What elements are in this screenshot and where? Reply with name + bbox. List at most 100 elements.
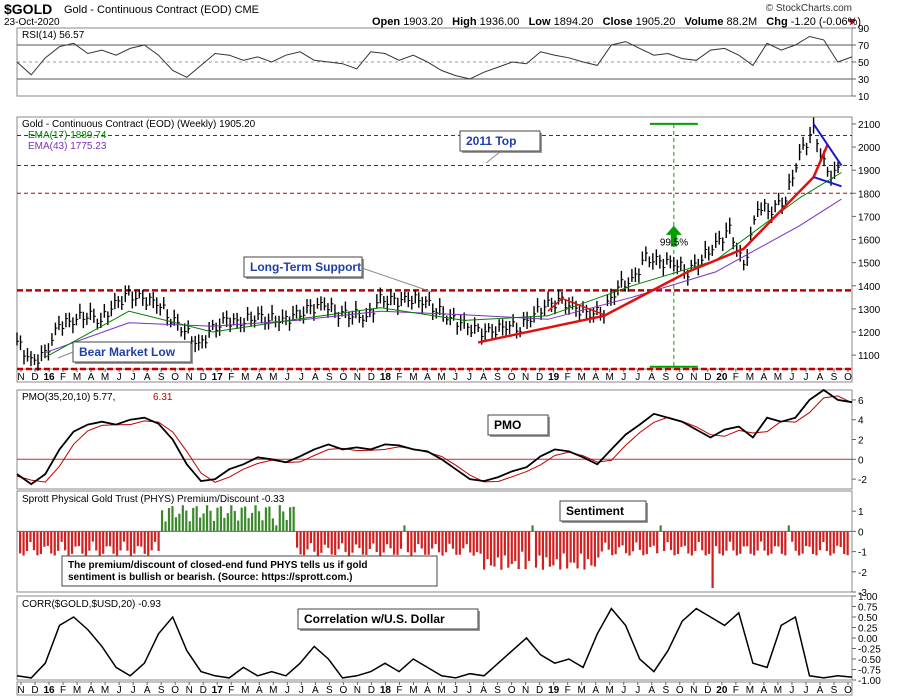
premium-bar [763, 531, 766, 551]
premium-bar [354, 531, 358, 545]
premium-bar [548, 531, 551, 567]
price-tick-label: 1200 [858, 328, 881, 339]
premium-bar [843, 531, 846, 555]
callout-pointer [361, 267, 433, 293]
premium-bar [119, 531, 122, 551]
premium-bar [427, 531, 430, 555]
premium-bar [521, 531, 524, 552]
x-axis-label: F [60, 685, 66, 696]
corr-tick-label: 0.00 [858, 634, 878, 645]
premium-bar [496, 531, 500, 558]
premium-bar [337, 531, 340, 550]
premium-bar [541, 531, 545, 570]
premium-bar [448, 531, 451, 544]
premium-bar [628, 531, 631, 556]
premium-bar [721, 531, 725, 556]
premium-bar [413, 531, 416, 553]
x-axis-label: A [648, 372, 655, 383]
premium-bar [212, 520, 216, 532]
phys-note-line-2: sentiment is bullish or bearish. (Source… [68, 572, 352, 583]
premium-bar [67, 531, 70, 556]
x-axis-label: 17 [212, 372, 224, 383]
x-axis-label: J [117, 685, 122, 696]
premium-bar [289, 507, 292, 532]
premium-bar [167, 508, 171, 532]
phys-note-line-1: The premium/discount of closed-end fund … [68, 560, 367, 571]
premium-bar [566, 531, 569, 569]
premium-bar [618, 531, 621, 548]
premium-bar [818, 531, 822, 551]
premium-bar [753, 531, 756, 556]
premium-bar [199, 517, 202, 532]
premium-bar [140, 531, 143, 547]
premium-bar [458, 531, 461, 555]
premium-bar [282, 511, 285, 532]
premium-bar [77, 531, 81, 547]
x-axis-label: N [354, 685, 361, 696]
corr-tick-label: 0.50 [858, 613, 878, 624]
x-axis-label: S [494, 685, 501, 696]
x-axis-label: A [88, 372, 95, 383]
callout-long-term-support: Long-Term Support [250, 260, 361, 274]
x-axis-band-2 [16, 681, 853, 696]
premium-bar [50, 531, 53, 554]
premium-bar [527, 531, 531, 561]
premium-bar [500, 531, 503, 570]
x-axis-label: F [60, 372, 66, 383]
x-axis-label: A [592, 372, 599, 383]
premium-bar [188, 521, 191, 532]
premium-bar [517, 531, 520, 570]
x-axis-label: M [73, 372, 81, 383]
premium-bar [237, 520, 240, 532]
wedge-upper-line [812, 123, 843, 167]
pmo-tick-label: 6 [858, 396, 864, 407]
premium-bar [441, 531, 444, 556]
x-axis-label: M [437, 372, 445, 383]
x-axis-label: J [789, 372, 794, 383]
premium-bar [154, 531, 157, 542]
premium-bar [766, 531, 770, 556]
x-axis-label: S [662, 372, 669, 383]
premium-bar [181, 505, 184, 532]
premium-bar [586, 531, 590, 560]
premium-bar [437, 531, 441, 553]
x-axis-label: S [662, 685, 669, 696]
x-axis-label: S [494, 372, 501, 383]
x-axis-label: M [606, 372, 614, 383]
premium-bar [74, 531, 77, 547]
premium-bar [642, 531, 645, 556]
x-axis-label: D [200, 372, 207, 383]
premium-bar [81, 531, 84, 554]
pmo-signal-value: 6.31 [153, 392, 173, 403]
x-axis-label: A [480, 685, 487, 696]
phys-note-box [61, 555, 438, 587]
premium-bar [621, 531, 624, 546]
x-axis-label: A [312, 372, 319, 383]
pmo-signal-line [16, 395, 853, 483]
premium-bar [330, 531, 333, 555]
premium-bar [451, 531, 455, 549]
x-axis-label: O [844, 372, 852, 383]
x-axis-label: F [733, 372, 739, 383]
premium-bar [531, 525, 534, 532]
ema43-legend: EMA(43) 1775.23 [28, 141, 107, 152]
premium-bar [607, 531, 610, 550]
premium-bar [725, 531, 728, 551]
premium-bar [379, 531, 382, 556]
price-tick-label: 1800 [858, 189, 881, 200]
rsi-line [16, 35, 853, 80]
x-axis-label: J [285, 372, 290, 383]
premium-bar [798, 531, 801, 556]
corr-tick-label: 0.75 [858, 603, 878, 614]
premium-bar [358, 531, 361, 549]
premium-bar [392, 531, 396, 555]
premium-bar [399, 531, 403, 549]
x-axis-label: F [565, 372, 571, 383]
x-axis-label: J [285, 685, 290, 696]
premium-bar [185, 510, 188, 532]
x-axis-label: M [241, 685, 249, 696]
premium-bar [815, 531, 818, 556]
premium-bar [91, 531, 94, 542]
ema43-line [44, 198, 842, 354]
x-axis-label: A [817, 685, 824, 696]
